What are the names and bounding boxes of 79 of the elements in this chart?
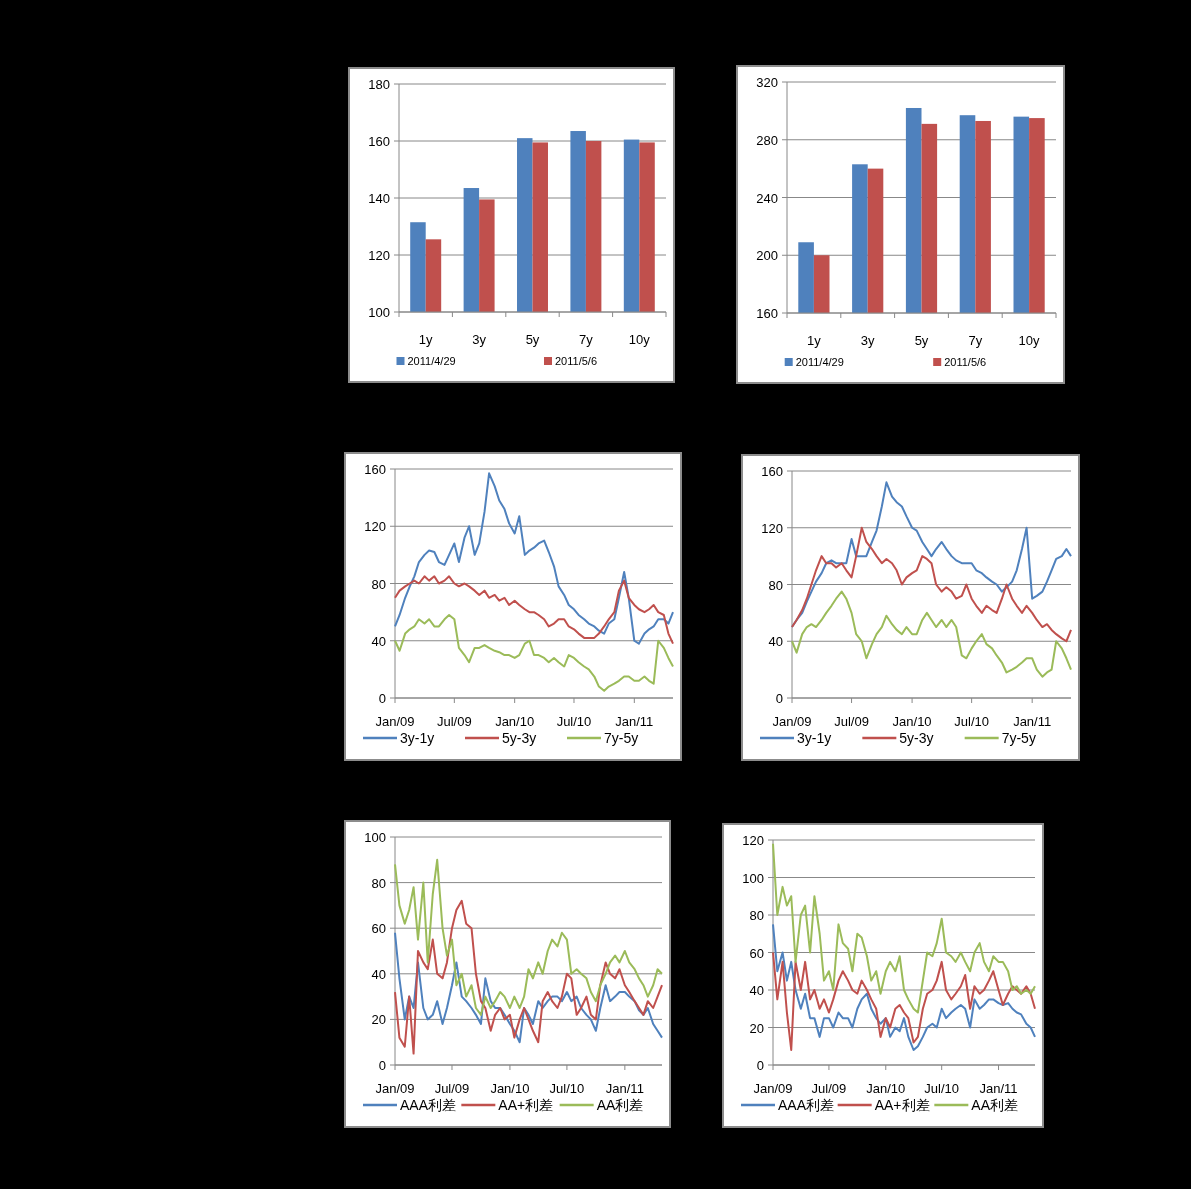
x-tick-label: 10y: [628, 332, 651, 347]
x-tick-label: 5y: [914, 333, 929, 348]
legend-label: 3y-1y: [400, 730, 435, 746]
x-tick-label: Jul/10: [549, 1081, 585, 1096]
y-tick-label: 200: [756, 248, 778, 264]
legend-label: 2011/5/6: [944, 356, 987, 368]
legend-label: 3y-1y: [797, 730, 832, 746]
x-tick-label: Jul/10: [556, 714, 592, 729]
legend-label: 5y-3y: [899, 730, 934, 746]
x-tick-label: Jan/09: [375, 714, 415, 729]
x-tick-label: 1y: [418, 332, 434, 347]
x-tick-label: 3y: [472, 332, 487, 347]
y-tick-label: 320: [756, 75, 778, 90]
y-tick-label: 280: [756, 132, 778, 148]
y-tick-label: 160: [364, 462, 386, 477]
y-tick-label: 40: [768, 634, 783, 650]
y-tick-label: 0: [756, 1058, 764, 1073]
y-tick-label: 40: [749, 983, 764, 998]
x-tick-label: Jan/11: [1013, 714, 1052, 729]
x-tick-label: Jul/10: [924, 1081, 960, 1096]
legend-label: AAA利差: [400, 1097, 457, 1113]
y-tick-label: 0: [775, 691, 783, 706]
y-tick-label: 80: [371, 576, 386, 592]
y-tick-label: 140: [368, 191, 390, 206]
x-tick-label: Jan/10: [495, 714, 535, 729]
x-tick-label: Jul/09: [834, 714, 869, 729]
legend-label: AA+利差: [498, 1097, 554, 1113]
y-tick-label: 0: [378, 1058, 386, 1073]
y-tick-label: 100: [364, 830, 386, 845]
legend-label: 7y-5y: [604, 730, 639, 746]
y-tick-label: 120: [761, 520, 783, 536]
x-tick-label: Jan/09: [375, 1081, 415, 1096]
y-tick-label: 20: [371, 1012, 386, 1028]
y-tick-label: 160: [756, 306, 778, 321]
y-tick-label: 60: [749, 945, 764, 961]
x-tick-label: Jan/11: [979, 1081, 1018, 1096]
x-tick-label: 3y: [860, 333, 876, 348]
x-tick-label: 5y: [525, 332, 540, 347]
legend-label: 5y-3y: [502, 730, 537, 746]
legend-label: AAA利差: [778, 1097, 835, 1113]
y-tick-label: 40: [371, 633, 386, 649]
y-tick-label: 80: [371, 875, 386, 891]
y-tick-label: 100: [368, 305, 390, 320]
y-tick-label: 40: [371, 966, 386, 982]
legend-label: AA利差: [971, 1097, 1019, 1113]
y-tick-label: 240: [756, 190, 778, 206]
x-tick-label: Jan/11: [615, 714, 654, 729]
x-tick-label: Jul/10: [954, 714, 989, 729]
y-tick-label: 160: [761, 464, 783, 479]
x-tick-label: 7y: [968, 333, 983, 348]
legend-label: 7y-5y: [1001, 730, 1036, 746]
legend-label: 2011/4/29: [795, 356, 844, 368]
y-tick-label: 80: [768, 577, 783, 593]
x-tick-label: Jan/09: [772, 714, 812, 729]
x-tick-label: Jan/11: [605, 1081, 644, 1096]
x-tick-label: Jan/10: [490, 1081, 530, 1096]
x-tick-label: Jul/09: [811, 1081, 847, 1096]
legend-label: 2011/4/29: [407, 355, 456, 367]
x-tick-label: Jul/09: [436, 714, 472, 729]
y-tick-label: 120: [368, 248, 390, 263]
x-tick-label: 10y: [1018, 333, 1041, 348]
y-tick-label: 120: [742, 833, 764, 848]
y-tick-label: 100: [742, 870, 764, 886]
x-tick-label: Jan/10: [866, 1081, 906, 1096]
legend-label: 2011/5/6: [555, 355, 598, 367]
y-tick-label: 60: [371, 921, 386, 937]
x-tick-label: Jul/09: [434, 1081, 470, 1096]
y-tick-label: 20: [749, 1020, 764, 1036]
legend-label: AA利差: [596, 1097, 644, 1113]
x-tick-label: Jan/10: [892, 714, 932, 729]
y-tick-label: 180: [368, 77, 390, 92]
y-tick-label: 80: [749, 908, 764, 923]
legend-label: AA+利差: [874, 1097, 930, 1113]
y-tick-label: 120: [364, 519, 386, 535]
x-tick-label: 7y: [579, 332, 594, 347]
y-tick-label: 0: [378, 691, 386, 706]
x-tick-label: 1y: [807, 333, 822, 348]
x-tick-label: Jan/09: [753, 1081, 793, 1096]
y-tick-label: 160: [368, 134, 390, 149]
